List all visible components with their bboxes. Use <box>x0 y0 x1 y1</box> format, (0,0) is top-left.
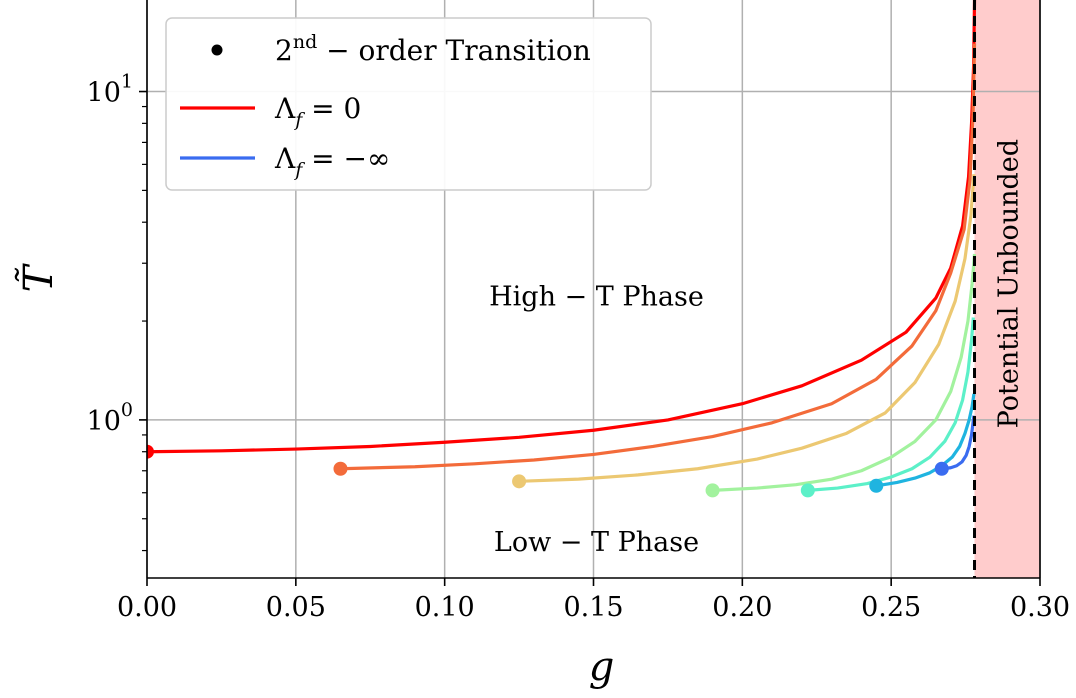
transition-point-5 <box>869 478 884 493</box>
legend-entry-1: Λf = 0 <box>274 92 361 131</box>
unbounded-region <box>974 0 1040 578</box>
transition-point-4 <box>800 483 815 498</box>
x-tick-label: 0.05 <box>266 592 326 623</box>
x-tick-label: 0.15 <box>563 592 623 623</box>
legend-dot-marker <box>211 44 223 56</box>
series-line-3 <box>712 253 977 492</box>
transition-point-2 <box>512 474 527 489</box>
y-tick-label: 100 <box>87 399 133 437</box>
series-line-5 <box>876 393 976 488</box>
transition-point-1 <box>333 461 348 476</box>
series-line-4 <box>807 317 975 492</box>
y-axis-label: T̃ <box>15 262 62 292</box>
legend-box <box>165 17 652 191</box>
y-tick-base: 10 <box>87 78 121 109</box>
transition-point-0 <box>147 444 154 459</box>
series-line-0 <box>147 0 977 454</box>
y-tick-exponent: 0 <box>121 399 133 421</box>
annotation-high-t-phase: High − T Phase <box>489 282 704 313</box>
legend-entry-2: Λf = −∞ <box>274 142 390 181</box>
series-line-2 <box>519 174 976 483</box>
series-line-6 <box>941 415 976 471</box>
transition-point-6 <box>934 461 949 476</box>
x-tick-label: 0.10 <box>415 592 475 623</box>
series-line-1 <box>340 43 977 471</box>
x-tick-label: 0.30 <box>1010 592 1070 623</box>
y-tick-base: 10 <box>87 406 121 437</box>
x-axis-label: g <box>589 644 615 690</box>
x-tick-label: 0.20 <box>712 592 772 623</box>
x-tick-label: 0.25 <box>861 592 921 623</box>
y-tick-exponent: 1 <box>121 71 133 93</box>
legend-entry-0: 2nd − order Transition <box>275 31 591 67</box>
x-tick-label: 0.00 <box>117 592 177 623</box>
annotation-potential-unbounded: Potential Unbounded <box>994 139 1025 428</box>
series-curves <box>147 0 977 498</box>
annotation-low-t-phase: Low − T Phase <box>494 527 699 558</box>
transition-point-3 <box>705 483 720 498</box>
y-tick-label: 101 <box>87 71 133 109</box>
